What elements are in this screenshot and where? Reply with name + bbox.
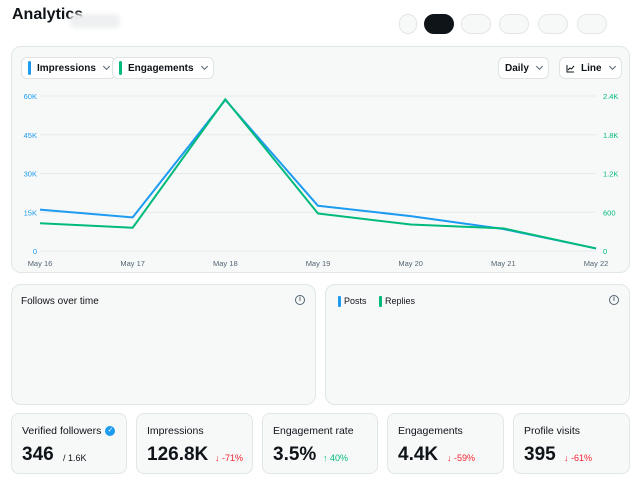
stat-verified-followers-label: Verified followers bbox=[22, 425, 102, 437]
chevron-down-icon bbox=[535, 62, 543, 71]
chart-type-dropdown[interactable]: Line bbox=[559, 57, 622, 79]
chevron-down-icon bbox=[608, 62, 616, 71]
stat-impressions-value: 126.8K bbox=[147, 444, 209, 465]
stat-engagements-change: ↓ -59% bbox=[447, 453, 476, 463]
interval-label: Daily bbox=[505, 62, 529, 74]
main-chart-card: Impressions Engagements Daily Line bbox=[11, 46, 630, 273]
interval-dropdown[interactable]: Daily bbox=[498, 57, 549, 79]
follows-panel-title: Follows over time bbox=[21, 296, 99, 307]
stat-engagement-rate-value: 3.5% bbox=[273, 444, 317, 465]
stat-impressions-change: ↓ -71% bbox=[215, 453, 244, 463]
stat-engagements-value: 4.4K bbox=[398, 444, 439, 465]
engagements-metric-label: Engagements bbox=[128, 62, 194, 74]
legend-replies: Replies bbox=[379, 294, 415, 308]
impressions-metric-dropdown[interactable]: Impressions bbox=[21, 57, 116, 79]
line-chart-icon bbox=[566, 64, 575, 72]
posts-color-marker bbox=[338, 295, 341, 307]
stat-profile-visits[interactable]: Profile visits 395 ↓ -61% bbox=[513, 413, 630, 474]
title-redacted bbox=[70, 14, 120, 28]
stat-engagement-rate-label: Engagement rate bbox=[273, 425, 354, 437]
chevron-down-icon bbox=[200, 62, 208, 71]
range-button-4[interactable] bbox=[499, 14, 529, 34]
engagements-color-marker bbox=[119, 61, 122, 75]
range-button-active[interactable] bbox=[424, 14, 454, 34]
legend-posts-label: Posts bbox=[344, 296, 367, 306]
page-title: Analytics bbox=[12, 6, 84, 23]
impressions-color-marker bbox=[28, 61, 31, 75]
range-button-3[interactable] bbox=[461, 14, 491, 34]
range-button-6[interactable] bbox=[577, 14, 607, 34]
legend-replies-label: Replies bbox=[385, 296, 416, 306]
verified-badge-icon: ✓ bbox=[105, 426, 116, 436]
stat-verified-followers[interactable]: Verified followers ✓ 346 / 1.6K bbox=[11, 413, 127, 474]
impressions-metric-label: Impressions bbox=[37, 62, 96, 74]
stat-engagement-rate-change: ↑ 40% bbox=[323, 453, 349, 463]
info-icon[interactable]: i bbox=[295, 295, 305, 305]
stat-verified-followers-value: 346 bbox=[22, 444, 54, 465]
stat-engagement-rate[interactable]: Engagement rate 3.5% ↑ 40% bbox=[262, 413, 378, 474]
stat-profile-visits-value: 395 bbox=[524, 444, 556, 465]
follows-card: Follows over time i bbox=[11, 284, 316, 405]
stat-profile-visits-change: ↓ -61% bbox=[564, 453, 593, 463]
chevron-down-icon bbox=[102, 62, 110, 71]
stat-engagements[interactable]: Engagements 4.4K ↓ -59% bbox=[387, 413, 504, 474]
legend-posts: Posts bbox=[338, 294, 367, 308]
chart-type-label: Line bbox=[581, 62, 602, 74]
range-button-5[interactable] bbox=[538, 14, 568, 34]
info-icon[interactable]: i bbox=[609, 295, 619, 305]
posts-card: Posts Replies i bbox=[325, 284, 630, 405]
stat-impressions-label: Impressions bbox=[147, 425, 204, 437]
stat-impressions[interactable]: Impressions 126.8K ↓ -71% bbox=[136, 413, 253, 474]
replies-color-marker bbox=[379, 295, 382, 307]
stat-verified-followers-total: / 1.6K bbox=[63, 453, 87, 463]
stat-profile-visits-label: Profile visits bbox=[524, 425, 581, 437]
range-button-1[interactable] bbox=[399, 14, 417, 34]
stat-verified-followers-label-row: Verified followers ✓ bbox=[22, 425, 116, 437]
stat-engagements-label: Engagements bbox=[398, 425, 463, 437]
engagements-metric-dropdown[interactable]: Engagements bbox=[112, 57, 214, 79]
